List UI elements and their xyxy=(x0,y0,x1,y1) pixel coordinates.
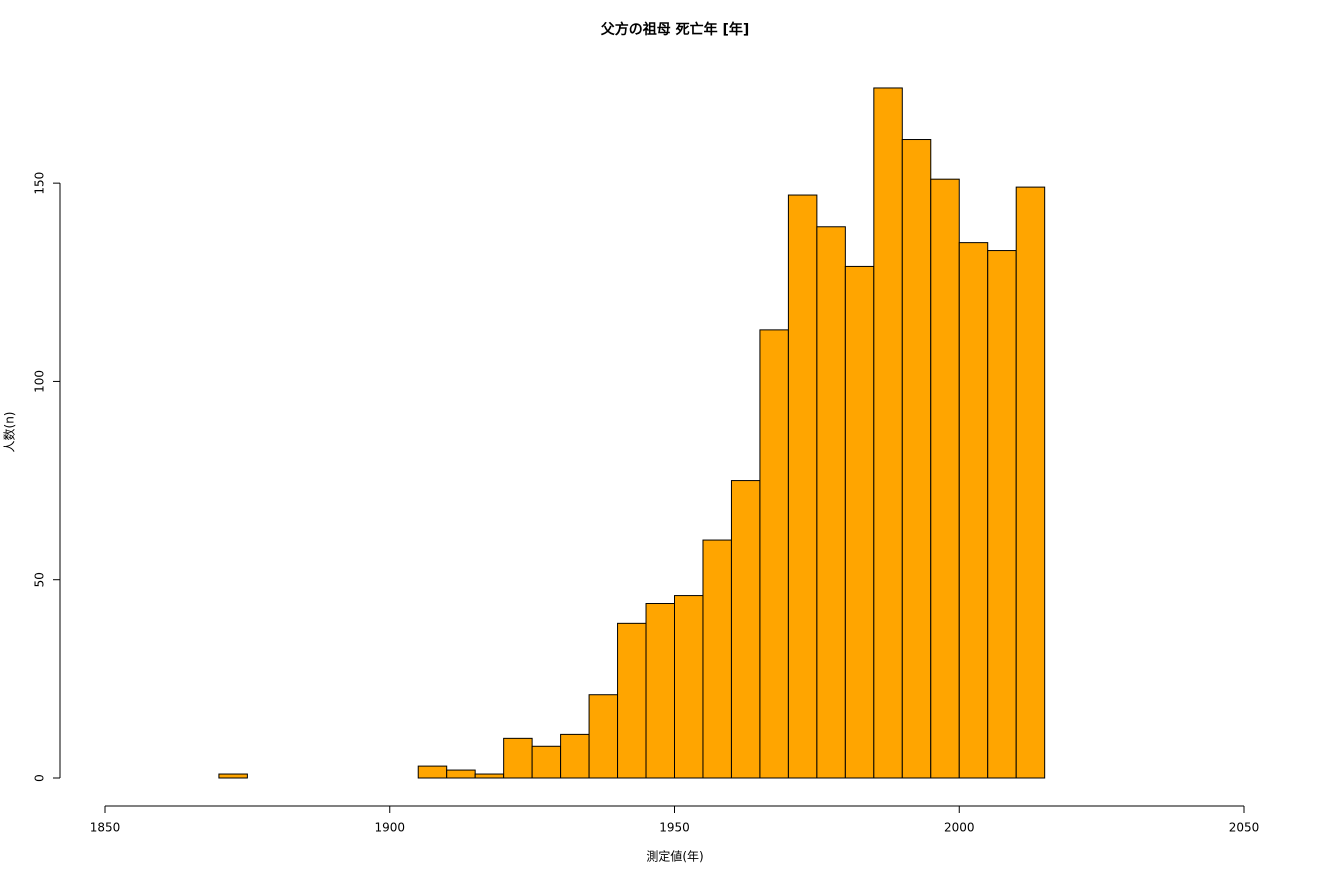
bar xyxy=(901,139,932,779)
bar xyxy=(787,194,818,779)
bar xyxy=(645,603,676,779)
bar xyxy=(759,329,789,779)
bar xyxy=(531,745,562,779)
bar xyxy=(987,250,1017,779)
bar xyxy=(958,242,989,779)
x-tick-label: 2050 xyxy=(1229,821,1260,835)
bar xyxy=(446,769,476,779)
bar xyxy=(702,539,732,779)
bar xyxy=(873,87,903,779)
bar xyxy=(1015,186,1046,779)
y-tick-label: 150 xyxy=(33,172,47,195)
y-axis-label: 人数(n) xyxy=(2,412,17,453)
y-tick-label: 100 xyxy=(33,370,47,393)
bar xyxy=(474,773,505,779)
bar xyxy=(617,622,647,779)
bar xyxy=(844,265,875,779)
y-tick-label: 0 xyxy=(33,774,47,782)
bar xyxy=(730,480,761,779)
bar xyxy=(588,694,619,779)
chart-title: 父方の祖母 死亡年 [年] xyxy=(600,21,750,38)
x-tick-label: 2000 xyxy=(944,821,975,835)
y-tick-label: 50 xyxy=(33,572,47,587)
x-tick-label: 1900 xyxy=(374,821,405,835)
bar xyxy=(674,595,704,779)
bar xyxy=(218,773,248,779)
bar xyxy=(503,737,533,779)
bar xyxy=(417,765,448,779)
bar xyxy=(816,226,846,779)
bar xyxy=(560,733,590,779)
x-axis-label: 測定値(年) xyxy=(646,849,703,864)
x-tick-label: 1850 xyxy=(90,821,121,835)
x-tick-label: 1950 xyxy=(659,821,690,835)
bar xyxy=(930,178,960,779)
